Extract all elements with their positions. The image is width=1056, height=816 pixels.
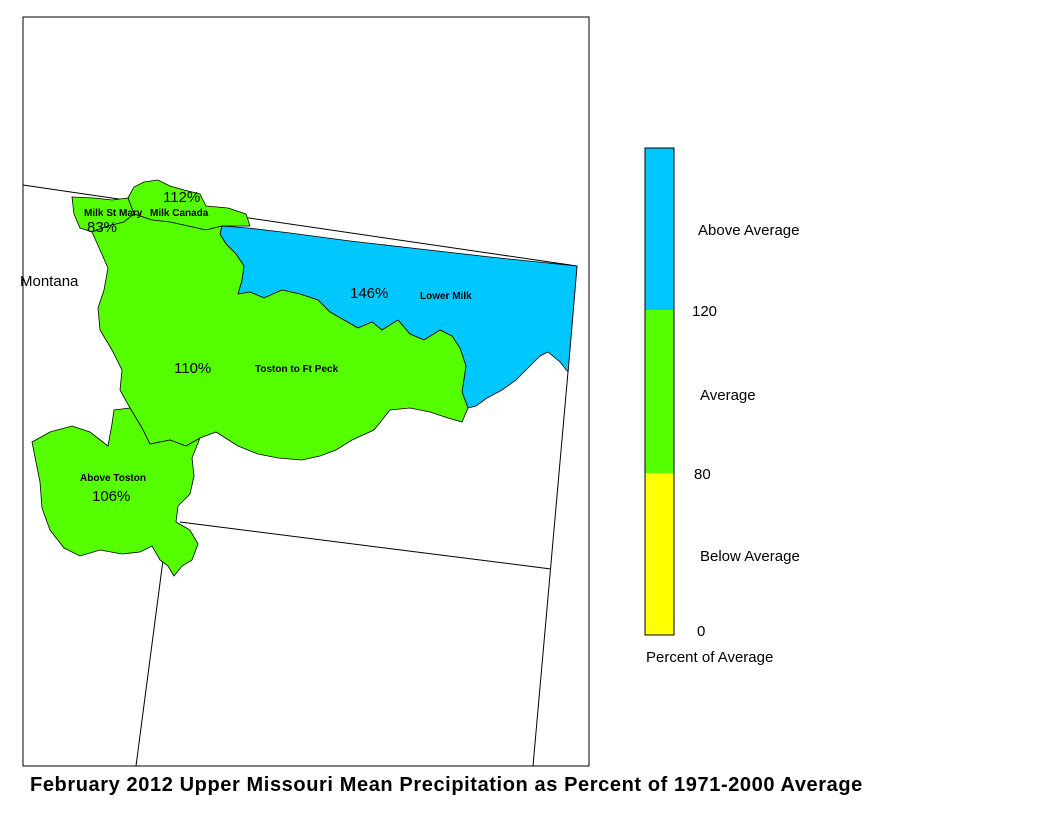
legend-label-below-average: Below Average (700, 548, 800, 565)
map-title: February 2012 Upper Missouri Mean Precip… (30, 774, 863, 796)
basin-name-milk-st-mary: Milk St Mary (84, 208, 143, 219)
map-labels: Montana Milk St Mary 83% Milk Canada 112… (20, 189, 472, 505)
legend-tick-120: 120 (692, 303, 717, 320)
legend-label-average: Average (700, 387, 756, 404)
basin-percent-toston-ft-peck: 110% (174, 360, 211, 377)
legend-swatch-below-average (645, 473, 674, 635)
legend-swatch-above-average (645, 148, 674, 310)
legend-label-above-average: Above Average (698, 222, 799, 239)
legend-bar-border (644, 147, 675, 636)
legend-tick-0: 0 (697, 623, 705, 640)
legend-title: Percent of Average (646, 649, 773, 666)
basin-percent-milk-st-mary: 83% (87, 219, 117, 236)
legend-swatch-average (645, 310, 674, 473)
basin-percent-milk-canada: 112% (163, 189, 200, 206)
basin-above-toston (31, 407, 201, 577)
legend-tick-80: 80 (694, 466, 711, 483)
legend: Above Average Average Below Average 120 … (644, 147, 800, 666)
basin-name-toston-ft-peck: Toston to Ft Peck (255, 364, 339, 375)
basin-percent-lower-milk: 146% (350, 285, 388, 302)
basin-percent-above-toston: 106% (92, 488, 130, 505)
basin-name-milk-canada: Milk Canada (150, 208, 209, 219)
state-label-montana: Montana (20, 273, 79, 290)
basin-name-above-toston: Above Toston (80, 473, 146, 484)
basin-name-lower-milk: Lower Milk (420, 291, 472, 302)
